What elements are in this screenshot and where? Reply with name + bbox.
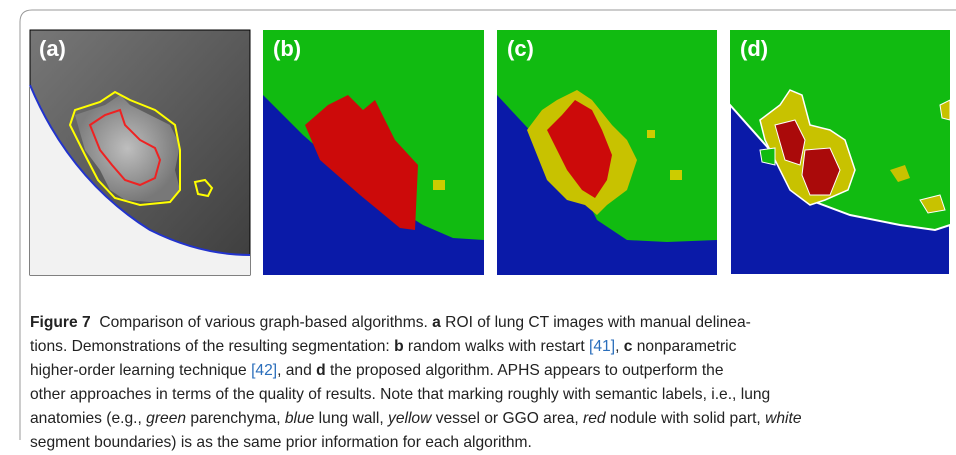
panel-c: (c) (497, 30, 717, 275)
citation[interactable]: [42] (251, 362, 277, 379)
panel-d: (d) (730, 30, 950, 275)
caption-text: red (583, 410, 606, 427)
caption-text: b (394, 338, 404, 355)
caption-text: , (615, 338, 624, 355)
caption-text: ROI of lung CT images with manual deline… (441, 314, 751, 331)
caption-text: d (316, 362, 326, 379)
caption-line: segment boundaries) is as the same prior… (30, 431, 802, 455)
panel-label: (d) (740, 36, 768, 61)
caption-text: Comparison of various graph-based algori… (91, 314, 433, 331)
caption-text: lung wall, (314, 410, 388, 427)
panel-b: (b) (263, 30, 484, 275)
caption-text: higher-order learning technique (30, 362, 251, 379)
caption-text: nonparametric (632, 338, 736, 355)
caption-text: tions. Demonstrations of the resulting s… (30, 338, 394, 355)
caption-line: anatomies (e.g., green parenchyma, blue … (30, 407, 802, 431)
caption-line: higher-order learning technique [42], an… (30, 359, 802, 383)
caption-line: other approaches in terms of the quality… (30, 383, 802, 407)
caption-text: a (432, 314, 441, 331)
caption-text: white (765, 410, 801, 427)
citation[interactable]: [41] (589, 338, 615, 355)
caption-text: vessel or GGO area, (431, 410, 583, 427)
panel-label: (c) (507, 36, 534, 61)
caption-text: anatomies (e.g., (30, 410, 146, 427)
caption-text: the proposed algorithm. APHS appears to … (326, 362, 724, 379)
caption-line: tions. Demonstrations of the resulting s… (30, 335, 802, 359)
caption-text: other approaches in terms of the quality… (30, 386, 770, 403)
caption-text: Figure 7 (30, 314, 91, 331)
panel-label: (a) (39, 36, 66, 61)
caption-text: nodule with solid part, (606, 410, 766, 427)
caption-text: random walks with restart (404, 338, 589, 355)
caption-text: segment boundaries) is as the same prior… (30, 434, 532, 451)
panel-label: (b) (273, 36, 301, 61)
caption-text: , and (277, 362, 316, 379)
caption-line: Figure 7 Comparison of various graph-bas… (30, 311, 802, 335)
caption-text: parenchyma, (186, 410, 285, 427)
caption: Figure 7 Comparison of various graph-bas… (30, 311, 802, 455)
caption-text: yellow (388, 410, 431, 427)
panel-a: (a) (30, 30, 250, 275)
page: (a) (b) (c) (d) Figure 7 Comparison of v… (0, 0, 956, 451)
caption-text: green (146, 410, 186, 427)
caption-text: blue (285, 410, 314, 427)
